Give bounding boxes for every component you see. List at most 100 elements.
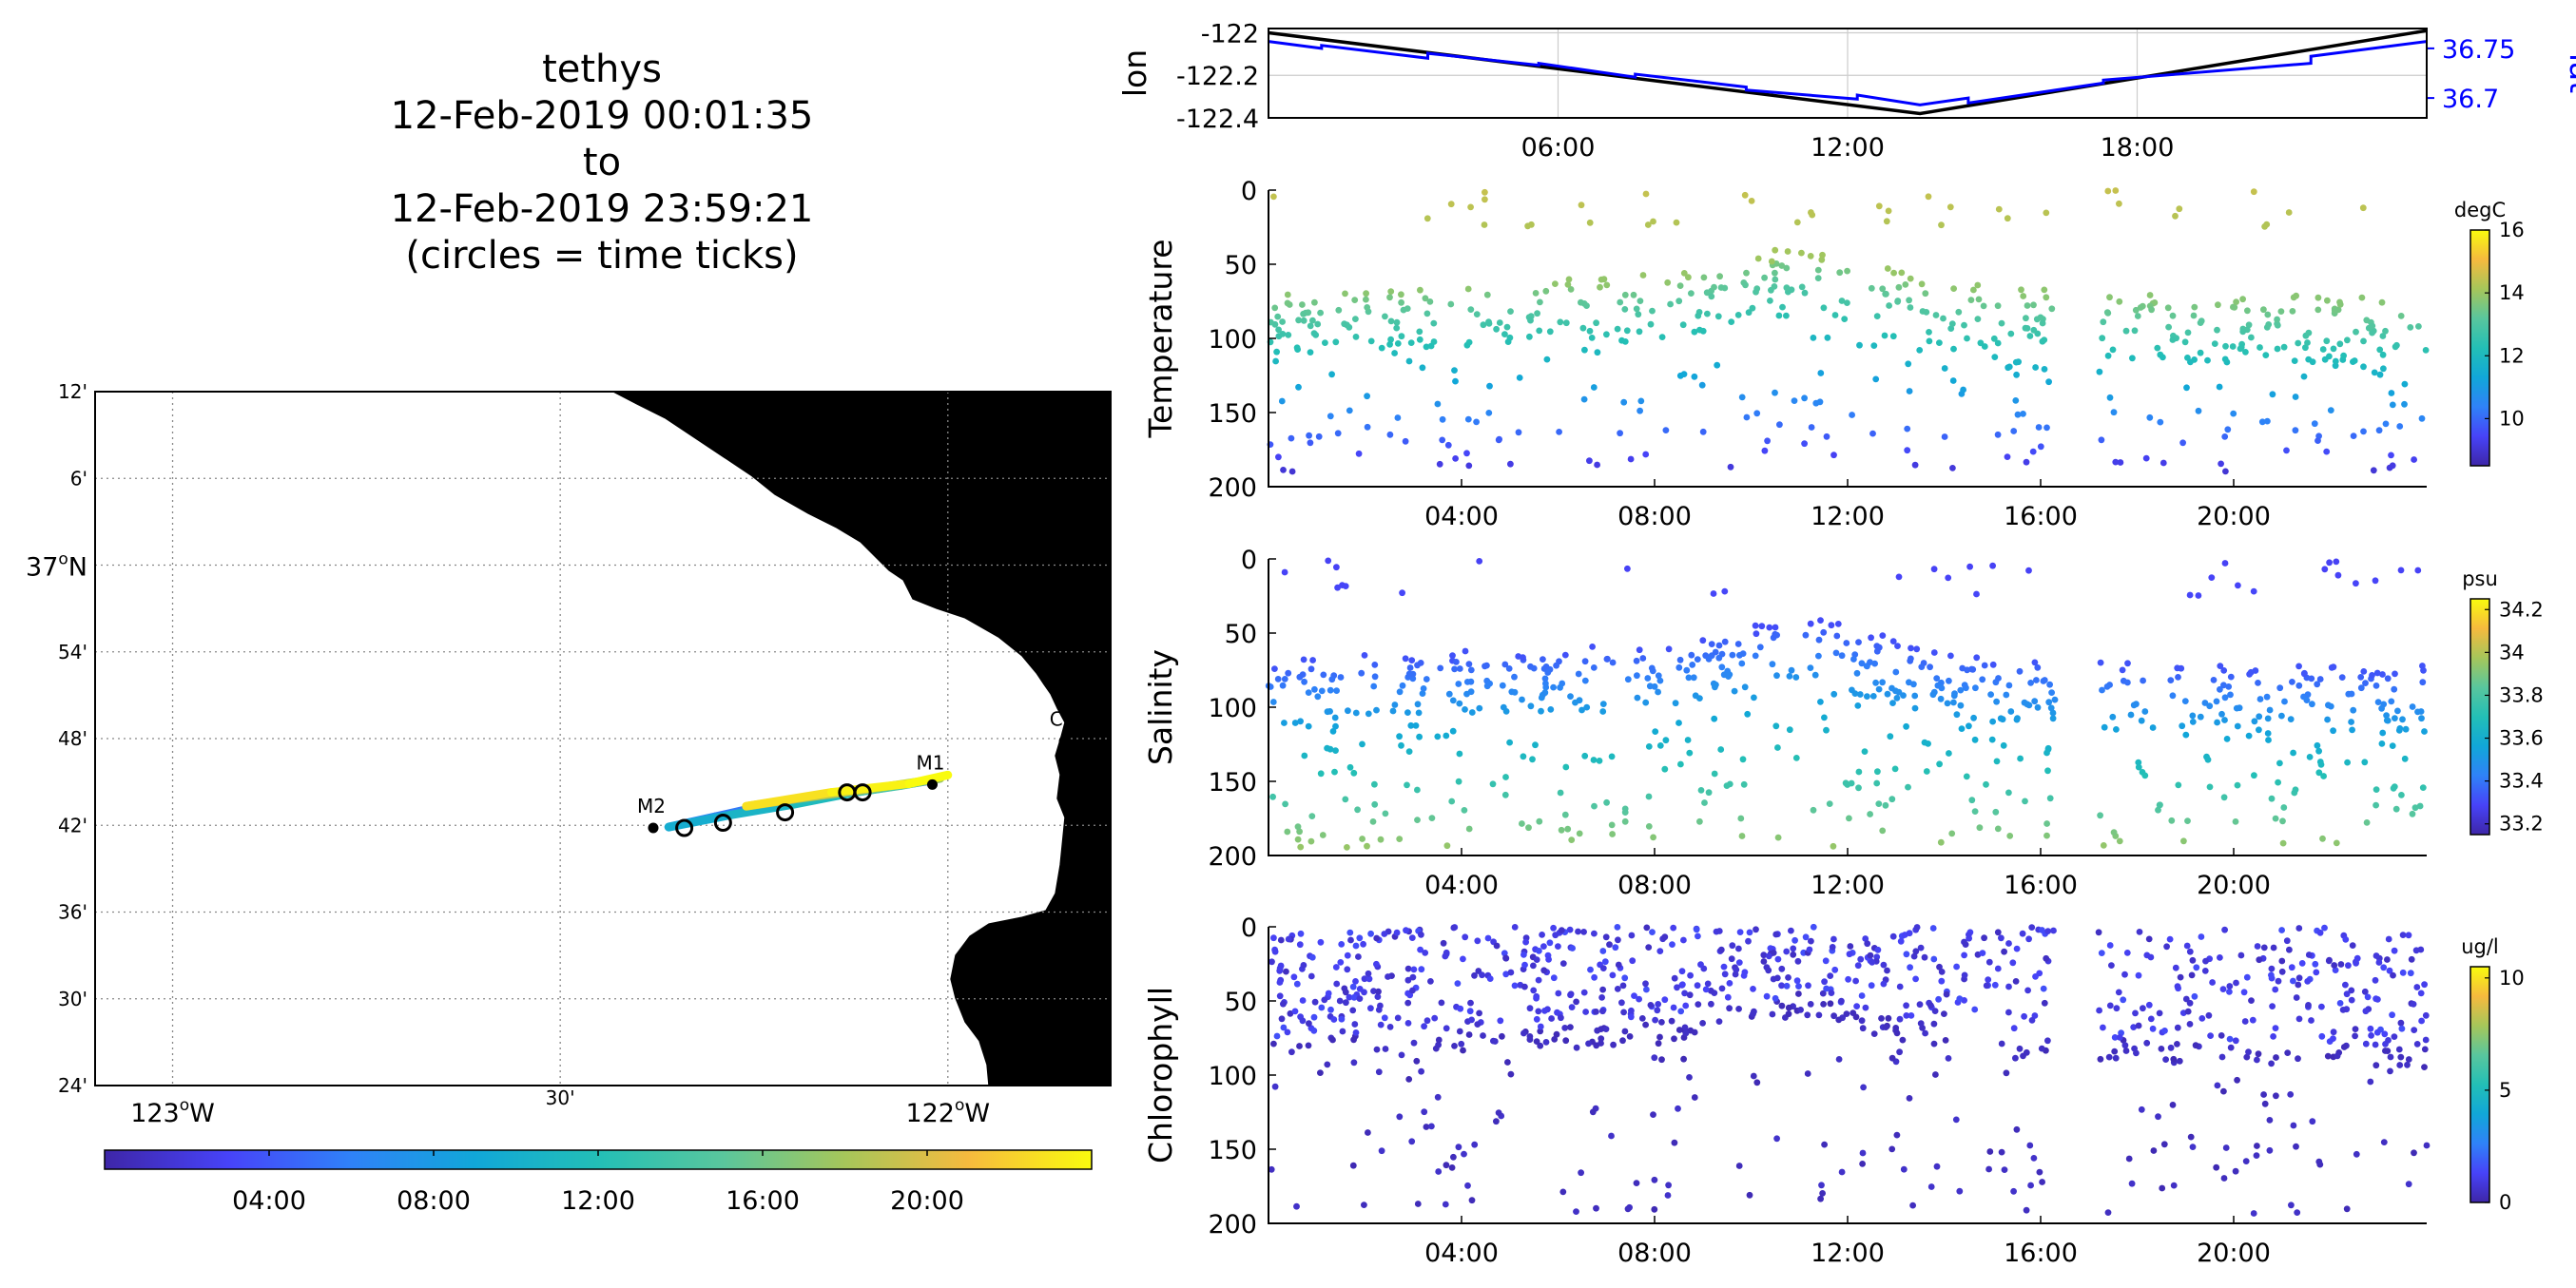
chlorophyll-point [2112, 1054, 2120, 1062]
chlorophyll-point [1373, 1046, 1381, 1053]
temperature-point [1817, 370, 1825, 376]
chlorophyll-panel: 04:00 08:00 12:00 16:00 20:00050100150200Chl… [1142, 913, 2525, 1268]
chlorophyll-point [1455, 1144, 1462, 1151]
salinity-point [1562, 763, 1570, 771]
temperature-point [1314, 320, 1322, 328]
chlorophyll-point [1582, 1009, 1589, 1015]
salinity-point [1692, 692, 1699, 700]
temperature-point [1367, 337, 1375, 345]
chlorophyll-point [1598, 1035, 1605, 1042]
chlorophyll-point [1297, 930, 1305, 937]
chlorophyll-point [2012, 978, 2020, 985]
salinity-point [1414, 701, 1422, 708]
salinity-point [1741, 683, 1749, 691]
chlorophyll-point [2298, 960, 2306, 967]
salinity-point [1354, 806, 1361, 814]
map-lon-tick-label: 122oW [905, 1096, 990, 1128]
temperature-point [1642, 190, 1650, 198]
salinity-point [1950, 699, 1957, 706]
map-lat-tick-label: 24' [58, 1074, 87, 1097]
chlorophyll-point [1305, 1042, 1312, 1049]
temperature-point [2393, 341, 2400, 349]
temperature-point [1386, 340, 1393, 348]
temperature-point [1556, 429, 1562, 435]
chlorophyll-point [2121, 971, 2128, 978]
temperature-point [2157, 351, 2164, 358]
salinity-point [2116, 837, 2123, 845]
chlorophyll-point [1691, 1028, 1698, 1036]
chlorophyll-point [1888, 1145, 1896, 1153]
chlorophyll-point [1790, 945, 1797, 952]
chlorophyll-point [2349, 942, 2356, 949]
chlorophyll-point [1661, 996, 1669, 1004]
chlorophyll-point [1573, 1208, 1579, 1215]
chlorophyll-point [1773, 974, 1781, 982]
chlorophyll-point [1765, 967, 1772, 974]
salinity-colorbar-unit: psu [2462, 567, 2498, 590]
chlorophyll-y-tick-label: 150 [1208, 1136, 1257, 1165]
salinity-point [1307, 665, 1315, 673]
chlorophyll-point [2028, 1017, 2036, 1024]
salinity-point [2124, 660, 2131, 667]
chlorophyll-point [2174, 1024, 2181, 1031]
salinity-point [1973, 654, 1981, 662]
chlorophyll-point [1558, 927, 1565, 933]
salinity-point [2373, 786, 2380, 793]
temperature-point [2396, 423, 2404, 430]
chlorophyll-point [1643, 924, 1651, 932]
salinity-point [2321, 566, 2329, 573]
salinity-point [2419, 784, 2427, 791]
chlorophyll-point [1468, 1197, 1476, 1204]
salinity-point [1645, 823, 1653, 830]
salinity-panel: 04:00 08:00 12:00 16:00 20:00050100150200Sal… [1142, 546, 2544, 900]
salinity-point [1542, 680, 1549, 687]
chlorophyll-point [2145, 935, 2153, 943]
salinity-point [1879, 679, 1886, 686]
salinity-point [2025, 567, 2032, 574]
temperature-point [2378, 298, 2386, 306]
chlorophyll-point [1271, 948, 1279, 955]
temperature-point [1482, 188, 1488, 196]
chlorophyll-point [1680, 1055, 1687, 1063]
temperature-point [2261, 223, 2269, 230]
salinity-point [1744, 710, 1752, 718]
salinity-point [2045, 699, 2053, 706]
chlorophyll-point [1522, 938, 1529, 946]
chlorophyll-point [1327, 1006, 1334, 1013]
salinity-point [1740, 780, 1748, 788]
temperature-point [1279, 318, 1286, 325]
temperature-point [1754, 255, 1762, 262]
salinity-point [2178, 664, 2185, 672]
chlorophyll-point [1461, 1150, 1467, 1158]
salinity-point [1527, 702, 1535, 710]
salinity-point [1906, 679, 1912, 686]
salinity-point [1405, 748, 1413, 755]
temperature-point [1688, 290, 1695, 297]
chlorophyll-point [2135, 971, 2142, 979]
chlorophyll-point [2233, 979, 2239, 987]
temperature-point [2382, 420, 2390, 428]
chlorophyll-point [2150, 1147, 2158, 1154]
temperature-point [1275, 326, 1282, 334]
salinity-point [1855, 768, 1863, 776]
salinity-point [2141, 708, 2149, 715]
temperature-point [1814, 275, 1822, 281]
chlorophyll-point [1365, 1129, 1371, 1136]
temperature-point [1807, 253, 1814, 260]
chlorophyll-point [1733, 966, 1740, 973]
temperature-point [1658, 334, 1666, 340]
salinity-point [2333, 839, 2340, 847]
salinity-y-tick-label: 50 [1225, 620, 1257, 649]
temperature-point [1964, 335, 1970, 342]
temperature-point [1961, 321, 1967, 329]
temperature-point [1452, 455, 1459, 462]
chlorophyll-point [2222, 1144, 2230, 1151]
temperature-point [1504, 338, 1512, 345]
temperature-point [1644, 221, 1652, 228]
temperature-point [1586, 219, 1594, 226]
temperature-point [1288, 468, 1296, 475]
chlorophyll-point [1404, 1020, 1412, 1027]
temperature-point [1768, 258, 1775, 265]
